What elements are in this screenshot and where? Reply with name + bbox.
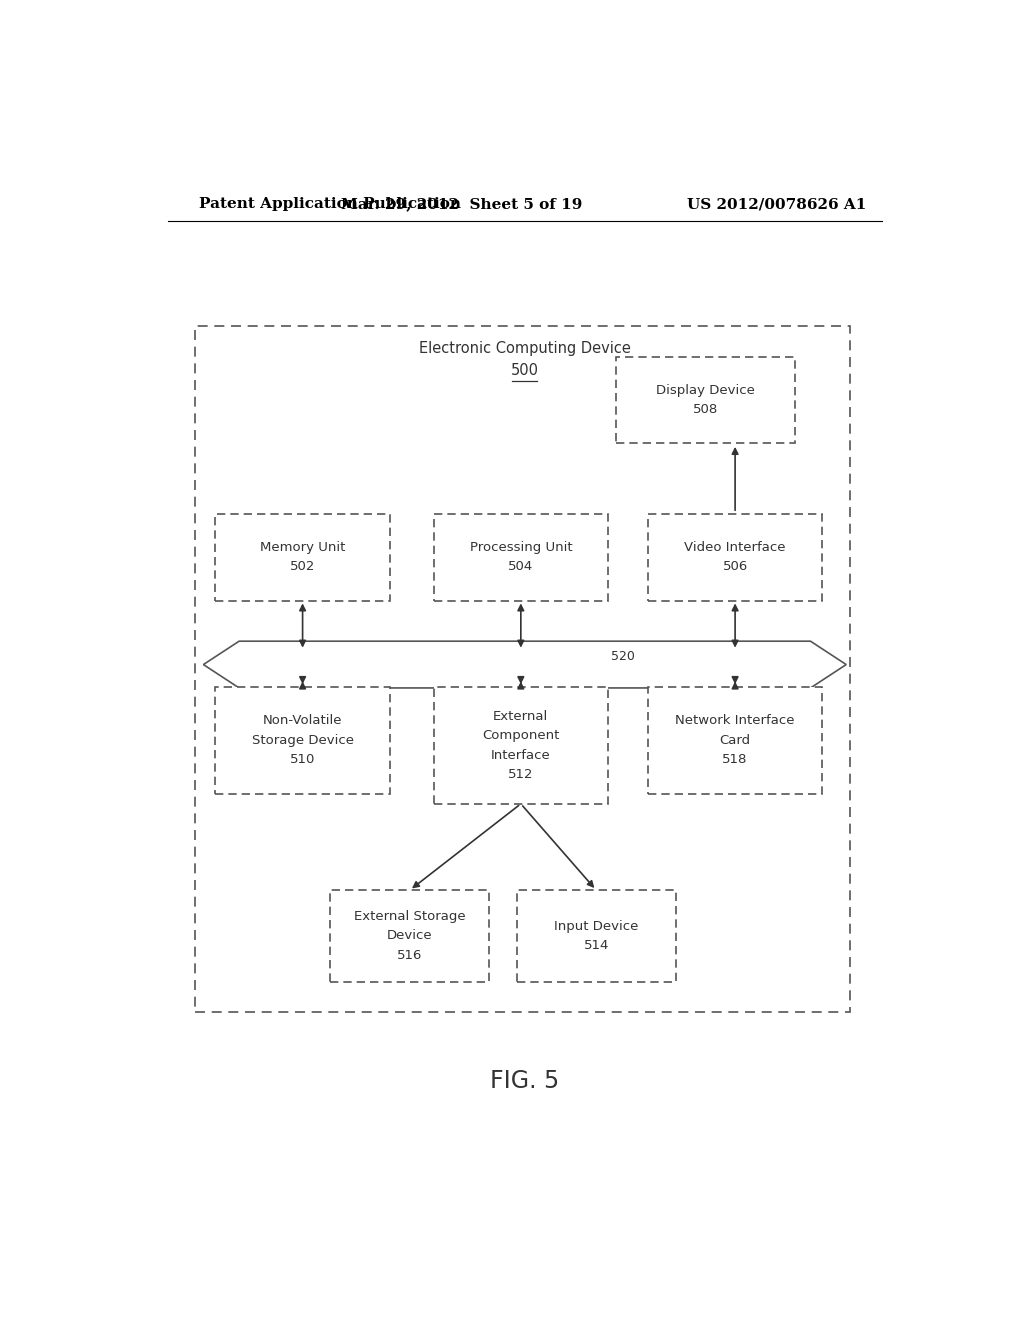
Text: 508: 508: [692, 403, 718, 416]
Text: Video Interface: Video Interface: [684, 541, 785, 554]
Text: 520: 520: [610, 649, 635, 663]
Text: Display Device: Display Device: [656, 384, 755, 396]
Text: Memory Unit: Memory Unit: [260, 541, 345, 554]
Text: External: External: [494, 710, 549, 723]
FancyBboxPatch shape: [648, 686, 822, 793]
Text: 518: 518: [722, 754, 748, 766]
FancyBboxPatch shape: [433, 686, 608, 804]
Text: Processing Unit: Processing Unit: [470, 541, 572, 554]
Text: Interface: Interface: [490, 748, 551, 762]
Text: Electronic Computing Device: Electronic Computing Device: [419, 341, 631, 356]
FancyBboxPatch shape: [648, 515, 822, 601]
FancyBboxPatch shape: [196, 326, 850, 1012]
Text: Input Device: Input Device: [554, 920, 638, 933]
Polygon shape: [204, 642, 846, 688]
FancyBboxPatch shape: [215, 686, 390, 793]
Text: US 2012/0078626 A1: US 2012/0078626 A1: [687, 197, 866, 211]
Text: 506: 506: [723, 561, 748, 573]
FancyBboxPatch shape: [517, 890, 676, 982]
Text: FIG. 5: FIG. 5: [490, 1069, 559, 1093]
Text: 504: 504: [508, 561, 534, 573]
Text: 512: 512: [508, 768, 534, 781]
Text: Non-Volatile: Non-Volatile: [263, 714, 342, 727]
Text: Patent Application Publication: Patent Application Publication: [200, 197, 462, 211]
Text: 514: 514: [584, 939, 609, 952]
Text: 516: 516: [397, 949, 423, 962]
FancyBboxPatch shape: [616, 356, 795, 444]
FancyBboxPatch shape: [215, 515, 390, 601]
Text: External Storage: External Storage: [354, 909, 466, 923]
FancyBboxPatch shape: [433, 515, 608, 601]
FancyBboxPatch shape: [331, 890, 489, 982]
Text: 500: 500: [511, 363, 539, 379]
Text: Device: Device: [387, 929, 432, 942]
Text: Mar. 29, 2012  Sheet 5 of 19: Mar. 29, 2012 Sheet 5 of 19: [341, 197, 582, 211]
Text: 502: 502: [290, 561, 315, 573]
Text: 510: 510: [290, 754, 315, 766]
Text: Component: Component: [482, 729, 559, 742]
Text: Card: Card: [720, 734, 751, 747]
Text: Storage Device: Storage Device: [252, 734, 353, 747]
Text: Network Interface: Network Interface: [676, 714, 795, 727]
